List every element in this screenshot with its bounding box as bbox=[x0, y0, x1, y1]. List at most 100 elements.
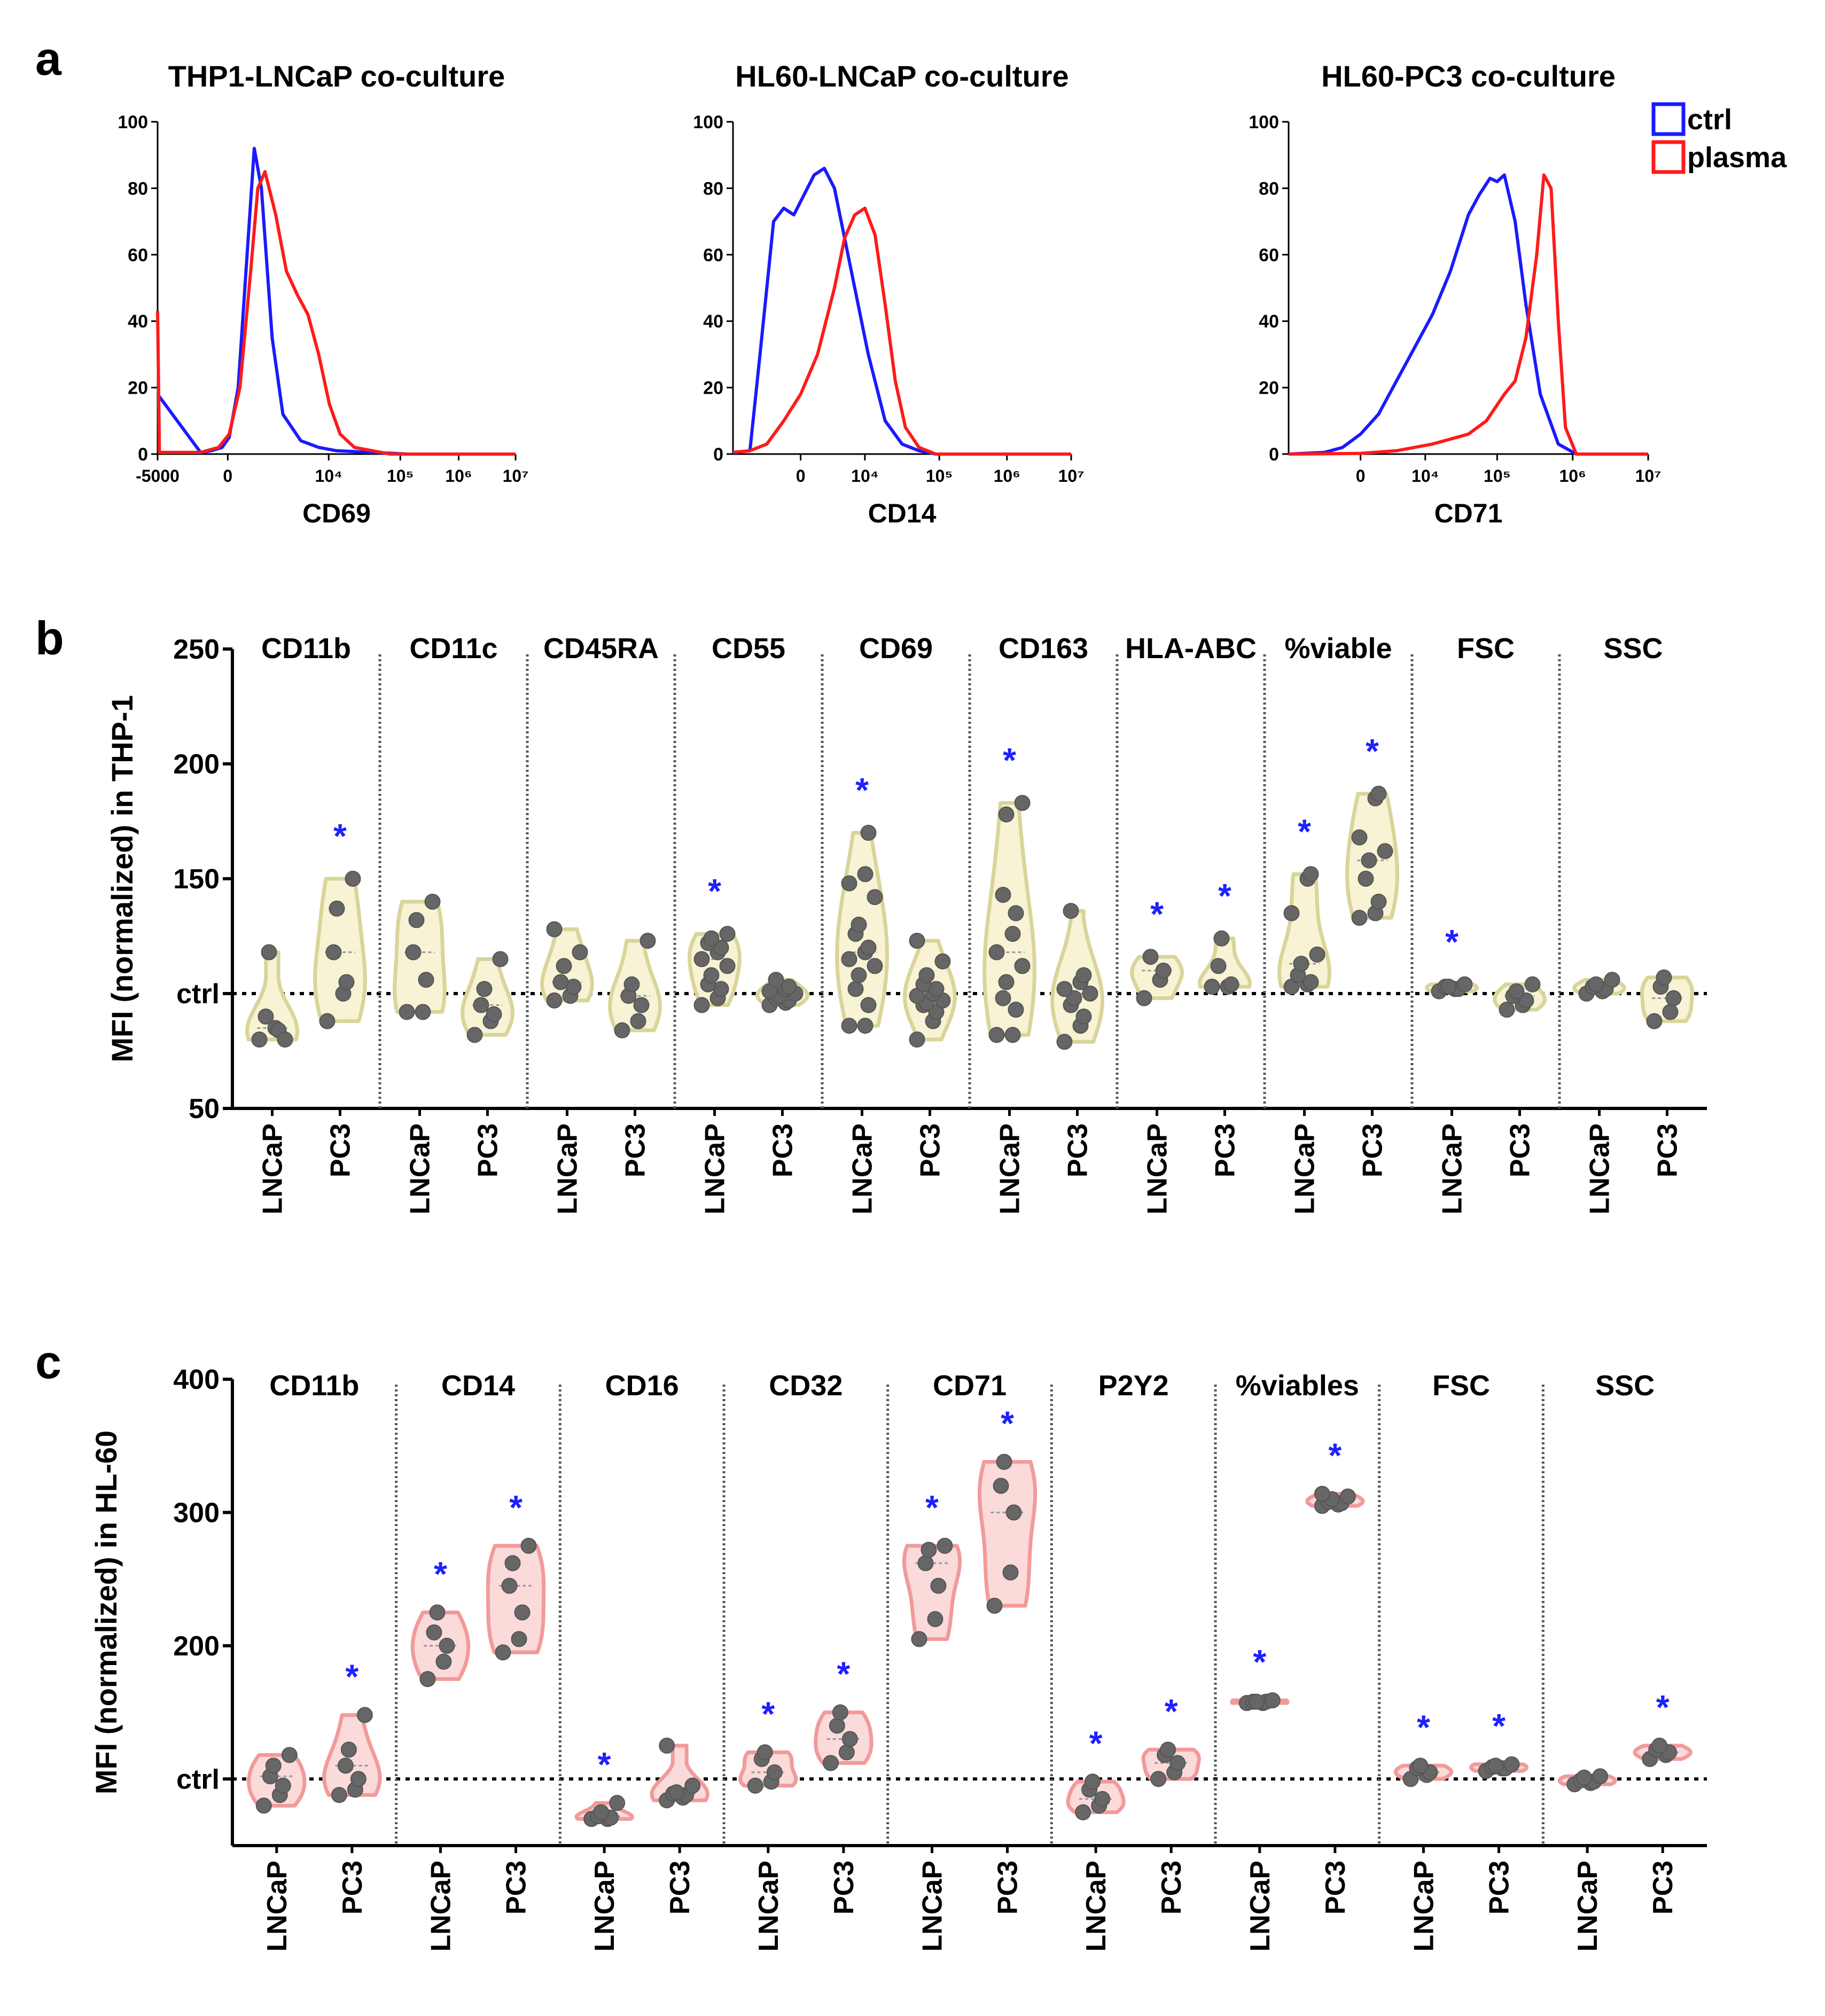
data-point bbox=[781, 979, 797, 995]
data-point bbox=[476, 981, 493, 997]
data-point bbox=[1440, 979, 1457, 995]
category-label: %viable bbox=[1284, 632, 1392, 665]
category-label: FSC bbox=[1457, 632, 1515, 665]
data-point bbox=[719, 926, 736, 942]
legend-swatch-ctrl bbox=[1651, 102, 1686, 136]
panel-letter-a: a bbox=[35, 32, 62, 85]
x-tick-label: PC3 bbox=[1320, 1861, 1351, 1915]
data-point bbox=[329, 900, 345, 917]
data-point bbox=[1014, 958, 1031, 974]
x-tick-label: 10⁷ bbox=[1058, 466, 1085, 486]
data-point bbox=[439, 1637, 455, 1654]
x-tick-label: LNCaP bbox=[1142, 1123, 1173, 1214]
data-point bbox=[1604, 972, 1620, 988]
data-point bbox=[1008, 1002, 1024, 1018]
data-point bbox=[693, 951, 710, 967]
x-tick-label: PC3 bbox=[337, 1861, 368, 1915]
data-point bbox=[1314, 1486, 1330, 1502]
data-point bbox=[504, 1555, 521, 1572]
data-point bbox=[766, 1764, 783, 1780]
x-tick-label: 10⁴ bbox=[1411, 466, 1439, 486]
data-point bbox=[703, 930, 720, 947]
data-point bbox=[684, 1777, 701, 1794]
category-label: P2Y2 bbox=[1098, 1370, 1169, 1402]
data-point bbox=[995, 990, 1011, 1006]
data-point bbox=[1204, 979, 1220, 995]
data-point bbox=[418, 972, 434, 988]
x-tick-label: LNCaP bbox=[1437, 1123, 1468, 1214]
data-point bbox=[609, 1795, 626, 1811]
data-point bbox=[918, 967, 935, 983]
data-point bbox=[1456, 976, 1473, 993]
data-point bbox=[630, 1013, 646, 1029]
data-point bbox=[1351, 910, 1368, 926]
series-plasma-line bbox=[732, 206, 1071, 456]
x-tick-label: LNCaP bbox=[700, 1123, 731, 1214]
data-point bbox=[911, 1631, 927, 1647]
data-point bbox=[275, 1777, 291, 1794]
data-point bbox=[1588, 976, 1604, 993]
data-point bbox=[556, 958, 572, 974]
data-point bbox=[1004, 1027, 1021, 1043]
data-point bbox=[435, 1653, 452, 1670]
series-ctrl-line bbox=[1288, 173, 1648, 456]
data-point bbox=[1014, 795, 1031, 811]
data-point bbox=[1412, 1757, 1429, 1774]
data-point bbox=[838, 1744, 855, 1761]
significance-asterisk: * bbox=[1001, 1404, 1014, 1443]
data-point bbox=[1056, 981, 1073, 997]
x-tick-label: 10⁷ bbox=[1635, 466, 1662, 486]
data-point bbox=[719, 958, 736, 974]
histogram-title: THP1-LNCaP co-culture bbox=[168, 59, 505, 93]
data-point bbox=[851, 967, 867, 983]
data-point bbox=[251, 1032, 268, 1048]
data-point bbox=[1004, 926, 1021, 942]
data-point bbox=[1293, 956, 1309, 972]
data-point bbox=[419, 1671, 436, 1687]
series-plasma-line bbox=[1288, 173, 1648, 456]
data-point bbox=[1503, 1756, 1520, 1772]
data-point bbox=[1592, 1768, 1609, 1785]
data-point bbox=[1370, 785, 1387, 802]
data-point bbox=[768, 972, 784, 988]
data-point bbox=[399, 1004, 415, 1020]
data-point bbox=[1063, 903, 1079, 919]
data-point bbox=[1085, 1773, 1101, 1790]
x-tick-label: PC3 bbox=[993, 1861, 1024, 1915]
x-tick-label: 10⁵ bbox=[926, 466, 953, 486]
category-label: CD163 bbox=[999, 632, 1088, 665]
data-point bbox=[841, 1731, 858, 1747]
category-label: CD55 bbox=[712, 632, 785, 665]
panel-letter-c: c bbox=[35, 1335, 61, 1388]
data-point bbox=[511, 1631, 527, 1647]
data-point bbox=[1142, 949, 1159, 965]
data-point bbox=[860, 825, 877, 841]
y-tick-label: 50 bbox=[189, 1093, 220, 1124]
panel-letter-b: b bbox=[35, 612, 64, 665]
y-tick-label: 200 bbox=[173, 1631, 220, 1662]
data-point bbox=[1283, 905, 1300, 921]
data-point bbox=[857, 866, 873, 882]
data-point bbox=[841, 1018, 857, 1034]
data-point bbox=[623, 976, 640, 993]
y-tick-label: 100 bbox=[693, 112, 723, 132]
significance-asterisk: * bbox=[855, 771, 869, 809]
data-point bbox=[1351, 829, 1368, 846]
legend: ctrl plasma bbox=[1651, 102, 1787, 174]
y-tick-label: 100 bbox=[118, 112, 148, 132]
x-tick-label: 10⁶ bbox=[994, 466, 1020, 486]
data-point bbox=[265, 1757, 282, 1774]
data-point bbox=[350, 1771, 366, 1787]
x-tick-label: PC3 bbox=[1652, 1123, 1683, 1177]
data-point bbox=[693, 997, 710, 1013]
x-tick-label: LNCaP bbox=[258, 1123, 288, 1214]
x-tick-label: PC3 bbox=[472, 1123, 503, 1177]
data-point bbox=[1248, 1693, 1265, 1710]
data-point bbox=[572, 944, 588, 960]
data-point bbox=[639, 933, 656, 949]
y-tick-label: 400 bbox=[173, 1364, 220, 1395]
data-point bbox=[747, 1777, 763, 1794]
x-tick-label: PC3 bbox=[1062, 1123, 1093, 1177]
y-tick-label: 80 bbox=[128, 178, 148, 199]
data-point bbox=[1309, 946, 1325, 963]
